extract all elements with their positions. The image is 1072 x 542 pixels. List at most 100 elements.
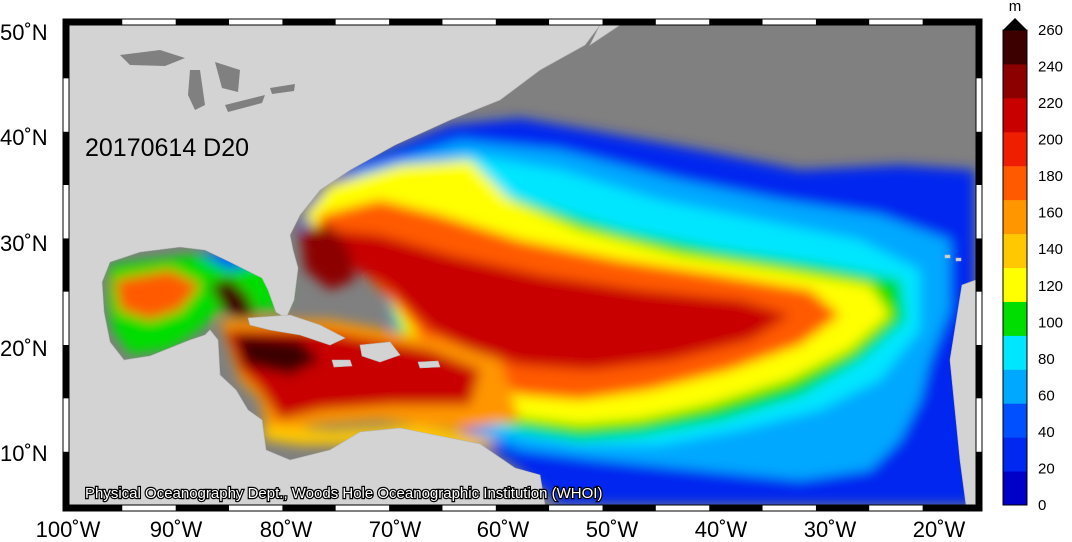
frame-segment: [655, 505, 710, 511]
frame-segment: [229, 505, 283, 511]
colorbar-tick-label: 20: [1038, 460, 1055, 477]
frame-segment: [229, 19, 283, 25]
colorbar-swatch: [1003, 335, 1027, 370]
frame-segment: [655, 19, 710, 25]
d20-gulf-warm: [115, 270, 200, 320]
land-jamaica: [331, 359, 353, 368]
colorbar-tick-label: 100: [1038, 314, 1063, 331]
land-canary-islands: [944, 254, 962, 262]
colorbar-tick-label: 260: [1038, 22, 1063, 39]
frame-segment: [335, 505, 390, 511]
lon-tick-label: 50˚W: [586, 517, 639, 542]
lon-tick-label: 80˚W: [260, 517, 313, 542]
frame-segment: [335, 19, 390, 25]
colorbar-tick-label: 200: [1038, 132, 1063, 149]
lake-huron: [215, 62, 240, 92]
frame-segment: [815, 505, 870, 511]
frame-segment: [976, 19, 982, 25]
lat-tick-label: 40˚N: [0, 125, 48, 150]
frame-segment: [815, 19, 870, 25]
colorbar-outline: [1002, 29, 1028, 506]
lon-tick-label: 20˚W: [913, 517, 966, 542]
colorbar-swatch: [1003, 471, 1027, 506]
frame-segment: [63, 291, 69, 345]
colorbar-swatch: [1003, 63, 1027, 99]
colorbar-swatch: [1003, 301, 1027, 336]
land-puerto-rico: [417, 360, 441, 369]
map-credit: Physical Oceanography Dept., Woods Hole …: [85, 485, 602, 502]
colorbar-swatch: [1003, 403, 1027, 438]
map-frame: [63, 19, 982, 511]
colorbar-swatch: [1003, 233, 1027, 268]
map-area: 20170614 D20 Physical Oceanography Dept.…: [69, 25, 976, 505]
frame-segment: [869, 505, 923, 511]
lake-ontario: [270, 84, 295, 94]
lon-tick-label: 30˚W: [804, 517, 857, 542]
colorbar-tick-label: 220: [1038, 95, 1063, 112]
colorbar-swatch: [1003, 131, 1027, 167]
frame-segment: [282, 19, 336, 25]
colorbar-unit: m: [1009, 0, 1022, 15]
frame-segment: [63, 398, 69, 452]
colorbar-swatch: [1003, 437, 1027, 472]
frame-segment: [122, 505, 176, 511]
colorbar-swatch: [1003, 369, 1027, 404]
frame-segment: [63, 345, 69, 399]
lat-tick-label: 30˚N: [0, 231, 48, 256]
land-cuba: [247, 314, 346, 346]
frame-segment: [709, 19, 763, 25]
frame-segment: [175, 505, 230, 511]
lat-tick-label: 50˚N: [0, 20, 48, 45]
colorbar-tick-label: 180: [1038, 168, 1063, 185]
lon-tick-label: 40˚W: [695, 517, 748, 542]
frame-segment: [976, 25, 982, 79]
lon-tick-label: 100˚W: [36, 517, 101, 542]
colorbar-tick-label: 120: [1038, 278, 1063, 295]
land-masses: [69, 25, 976, 505]
frame-segment: [976, 345, 982, 399]
frame-segment: [389, 19, 443, 25]
d20-core-caribbean: [235, 335, 320, 375]
land-greenland-tip: [589, 25, 621, 46]
frame-segment: [282, 505, 336, 511]
frame-segment: [549, 505, 603, 511]
colorbar-tick-label: 240: [1038, 59, 1063, 76]
colorbar-tick-label: 80: [1038, 351, 1055, 368]
frame-segment: [602, 505, 656, 511]
frame-segment: [63, 451, 69, 505]
frame-segment: [69, 19, 123, 25]
d20-contour-220m: [330, 230, 790, 370]
frame-segment: [976, 238, 982, 292]
map-frame-inner-outline: [68, 24, 977, 506]
frame-segment: [762, 505, 816, 511]
frame-segment: [495, 19, 550, 25]
land-west-africa: [949, 279, 976, 505]
frame-segment: [976, 78, 982, 132]
lat-tick-label: 10˚N: [0, 441, 48, 466]
colorbar-swatch: [1003, 97, 1027, 133]
frame-segment: [63, 19, 69, 25]
frame-segment: [442, 19, 496, 25]
lon-tick-label: 90˚W: [150, 517, 203, 542]
land-hispaniola: [359, 341, 401, 363]
frame-segment: [602, 19, 656, 25]
lon-tick-label: 60˚W: [477, 517, 530, 542]
frame-segment: [976, 185, 982, 239]
frame-segment: [976, 505, 982, 511]
colorbar-swatch: [1003, 30, 1027, 65]
map-frame-outline: [62, 18, 983, 512]
frame-segment: [709, 505, 763, 511]
longitude-axis: 100˚W 90˚W 80˚W 70˚W 60˚W 50˚W 40˚W 30˚W…: [36, 517, 966, 542]
frame-segment: [63, 185, 69, 239]
land-north-america: [69, 25, 601, 505]
lake-erie: [225, 95, 265, 112]
colorbar-tick-label: 160: [1038, 205, 1063, 222]
frame-segment: [389, 505, 443, 511]
lakes: [120, 50, 295, 112]
lat-tick-label: 20˚N: [0, 336, 48, 361]
frame-segment: [122, 19, 176, 25]
d20-field: [108, 118, 975, 505]
